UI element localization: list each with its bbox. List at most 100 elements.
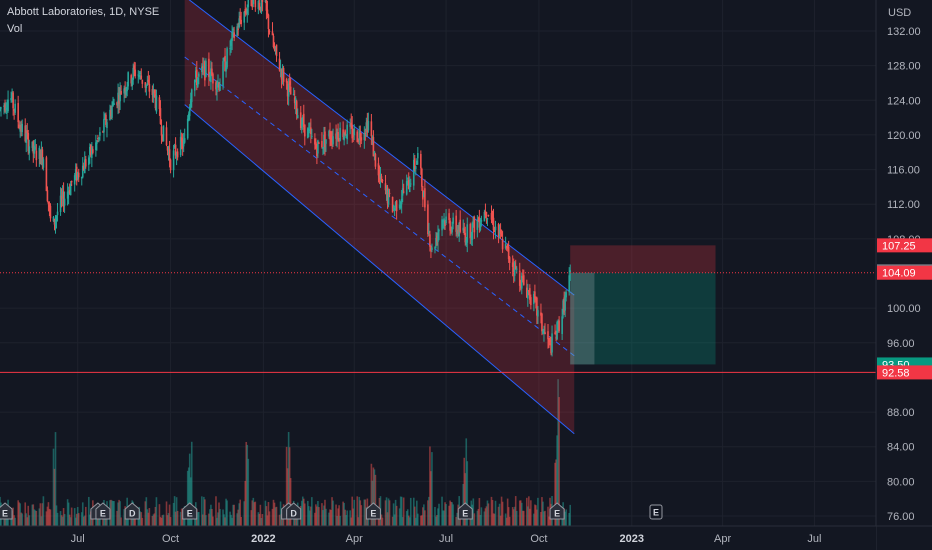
volume-bar bbox=[451, 502, 453, 526]
volume-bar bbox=[512, 509, 515, 526]
channel-upper-line[interactable] bbox=[185, 0, 575, 296]
candle-body bbox=[445, 216, 447, 224]
event-marker-d[interactable]: D bbox=[286, 502, 302, 520]
volume-bar bbox=[329, 509, 331, 526]
candle-body bbox=[436, 235, 438, 242]
volume-bar bbox=[279, 501, 282, 526]
candle-body bbox=[104, 117, 106, 120]
event-marker-e[interactable]: E bbox=[365, 502, 381, 520]
candle-body bbox=[180, 137, 183, 142]
volume-bar bbox=[12, 507, 14, 526]
candle-body bbox=[96, 141, 98, 144]
volume-bar bbox=[35, 510, 38, 526]
candle-body bbox=[405, 180, 408, 195]
price-lines[interactable] bbox=[0, 272, 876, 373]
candle-body bbox=[318, 142, 320, 144]
event-markers[interactable]: EEEDEEDEEEE bbox=[0, 502, 663, 520]
volume-bar bbox=[308, 506, 310, 526]
channel-lower-line[interactable] bbox=[184, 104, 575, 435]
volume-bar bbox=[420, 515, 422, 526]
price-badge[interactable] bbox=[877, 365, 932, 380]
candle-body bbox=[215, 82, 217, 90]
channel-mid-line[interactable] bbox=[184, 56, 575, 357]
candle-body bbox=[315, 141, 317, 149]
event-marker-e[interactable]: E bbox=[649, 504, 663, 520]
volume-bar bbox=[166, 515, 169, 526]
stop-loss-zone[interactable] bbox=[570, 245, 716, 273]
candle-body bbox=[455, 215, 457, 232]
volume-bar bbox=[209, 509, 211, 526]
candle-body bbox=[34, 147, 37, 149]
volume-bar bbox=[203, 496, 205, 526]
candle-body bbox=[11, 92, 13, 101]
candle-body bbox=[113, 103, 115, 106]
candle-body bbox=[506, 244, 509, 249]
volume-bar bbox=[158, 504, 161, 526]
price-axis[interactable]: USD 132.00 128.00 124.00 120.00 116.00 112.00 1… bbox=[875, 0, 932, 550]
candle-body bbox=[484, 211, 487, 216]
candle-body bbox=[519, 283, 522, 289]
volume-bar bbox=[5, 517, 7, 526]
candle-body bbox=[123, 88, 125, 94]
volume-bar bbox=[251, 500, 254, 526]
candle-body bbox=[378, 174, 381, 179]
event-marker-e[interactable]: E bbox=[457, 502, 473, 520]
candle-body bbox=[416, 160, 418, 165]
candle-body bbox=[565, 292, 567, 298]
volume-bar bbox=[160, 517, 163, 526]
volume-bar bbox=[147, 512, 150, 526]
candle-body bbox=[236, 26, 238, 36]
volume-bar bbox=[330, 509, 332, 526]
event-marker-e[interactable]: E bbox=[549, 502, 565, 520]
volume-bar bbox=[80, 512, 83, 526]
volume-bar bbox=[364, 499, 367, 526]
price-badge[interactable] bbox=[877, 238, 932, 253]
candle-body bbox=[494, 226, 497, 231]
event-badge-frame bbox=[95, 502, 111, 520]
candle-body bbox=[465, 240, 468, 245]
candlesticks bbox=[0, 0, 572, 357]
candle-body bbox=[274, 46, 277, 49]
candle-body bbox=[428, 231, 430, 234]
candle-body bbox=[325, 139, 327, 144]
candle-body bbox=[223, 59, 225, 61]
time-tick-label: Jul bbox=[71, 533, 85, 545]
candle-body bbox=[528, 290, 530, 292]
volume-bar bbox=[476, 510, 479, 526]
price-badge[interactable] bbox=[877, 265, 932, 280]
candle-body bbox=[18, 124, 20, 129]
volume-bar bbox=[75, 513, 78, 526]
volume-bar bbox=[398, 508, 401, 526]
candle-body bbox=[314, 138, 316, 145]
candle-body bbox=[268, 30, 271, 32]
candle-body bbox=[160, 126, 163, 136]
regression-channel[interactable] bbox=[184, 0, 575, 435]
event-marker-e[interactable]: E bbox=[95, 502, 111, 520]
volume-bar bbox=[84, 506, 87, 526]
volume-bar bbox=[21, 513, 24, 526]
volume-bars bbox=[0, 379, 572, 526]
event-marker-e[interactable]: E bbox=[0, 502, 13, 520]
candle-body bbox=[507, 246, 510, 260]
price-badge-label: 104.09 bbox=[882, 268, 916, 280]
volume-bar bbox=[205, 515, 207, 526]
volume-bar bbox=[548, 516, 550, 526]
candle-body bbox=[69, 184, 72, 196]
event-marker-d[interactable]: D bbox=[124, 502, 140, 520]
candle-body bbox=[443, 218, 445, 222]
candle-body bbox=[350, 122, 353, 127]
candle-body bbox=[316, 149, 318, 157]
time-axis[interactable]: Jul Oct 2022 Apr Jul Oct 2023 Apr Jul bbox=[0, 525, 932, 550]
candle-body bbox=[267, 14, 270, 30]
short-position-tool[interactable] bbox=[570, 245, 716, 365]
candle-body bbox=[282, 68, 285, 82]
event-marker-e[interactable]: E bbox=[182, 502, 198, 520]
volume-bar bbox=[393, 514, 396, 526]
candle-body bbox=[527, 290, 529, 299]
candle-body bbox=[225, 66, 227, 72]
take-profit-zone[interactable] bbox=[570, 272, 716, 365]
candle-body bbox=[384, 183, 387, 191]
candle-body bbox=[21, 123, 24, 133]
candle-body bbox=[321, 141, 323, 148]
